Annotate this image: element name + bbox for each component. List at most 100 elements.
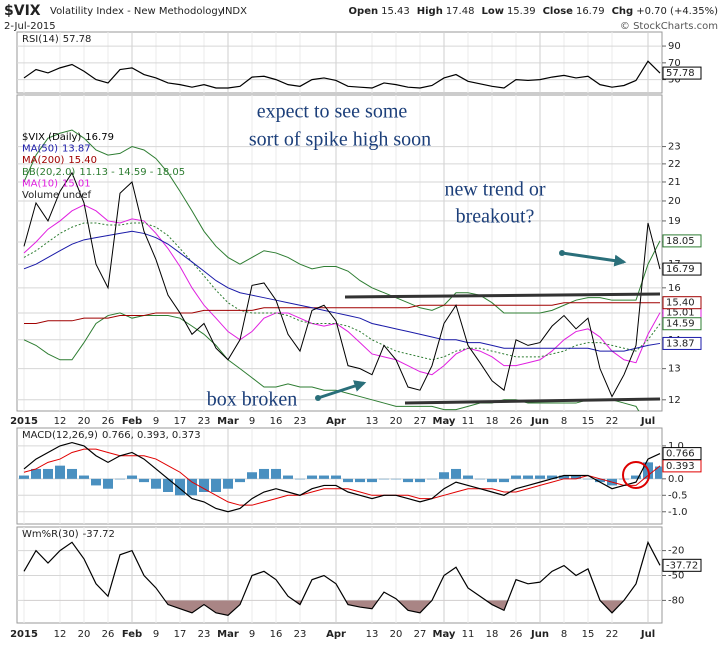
histogram-bar [163,478,173,493]
quote-label: High [417,6,443,17]
oversold-area [24,600,660,616]
histogram-bar [535,475,545,479]
histogram-bar [283,475,293,479]
x-tick-label: 9 [249,629,255,640]
x-tick-label: 27 [414,416,427,427]
x-tick-label: 2015 [10,416,38,427]
x-tick-label: 13 [366,629,379,640]
x-tick-label: 26 [510,416,523,427]
x-tick-label: Feb [122,416,142,427]
panel: 50 70 90 57.78 RSI(14) 57.78 [16,31,702,94]
x-tick-label: 2015 [10,629,38,640]
histogram-bar [247,472,257,479]
credit: © StockCharts.com [620,21,718,32]
value-badge-label: 13.87 [666,338,695,349]
legend-value: 16.79 [85,132,114,143]
symbol: $VIX [4,3,41,19]
x-tick-label: 11 [462,416,475,427]
y-tick-label: 70 [668,58,681,69]
histogram-bar [427,478,437,480]
arrow [317,380,367,400]
panel-title-name: Wm%R(30) [22,529,79,540]
histogram-bar [139,478,149,483]
histogram-bar [307,475,317,479]
quote-label: Close [543,6,574,17]
legend-name: MA(10) [22,178,58,189]
y-tick-label: 1.0 [668,441,684,452]
series-line [23,222,661,361]
histogram-bar [343,478,353,483]
annotation-layer: expect to see some sort of spike high so… [207,101,661,489]
histogram-bar [127,475,137,479]
panels: 50709057.78RSI(14)57.7812131415161718192… [10,31,702,640]
value-badge [662,262,702,276]
histogram-bar [391,478,401,480]
series-line [23,204,661,376]
histogram-bar [475,478,485,480]
histogram-bar [571,475,581,479]
panel-title-name: RSI(14) [22,34,59,45]
legend-value: 13.87 [62,144,91,155]
legend-name: $VIX (Daily) [22,132,81,143]
histogram-bar [211,478,221,493]
value-badge [662,234,702,248]
annotation: box broken [207,389,298,411]
panel-title: MACD(12,26,9) 0.766, 0.393, 0.373 [22,430,201,441]
legend-entry: MA(10) 15.01 [22,178,91,189]
histogram-bar [319,475,329,479]
legend-name: BB(20,2.0) [22,167,75,178]
x-tick-label: May [433,629,456,640]
series-line [23,441,661,513]
x-tick-label: Jun [530,416,549,427]
histogram-bar [19,475,29,479]
value-badge-label: 57.78 [666,68,695,79]
x-tick-label: 12 [54,416,67,427]
histogram-bar [439,472,449,479]
histogram-bar [31,468,41,479]
histogram-bar [355,478,365,483]
x-tick-label: 26 [102,416,115,427]
value-badge-label: 15.01 [666,308,695,319]
x-tick-label: 15 [582,416,595,427]
panel-title: Wm%R(30) -37.72 [22,529,115,540]
histogram-bar [499,478,509,483]
value-badge-label: 16.79 [666,264,695,275]
histogram-bar [79,475,89,479]
value-badge-label: 15.40 [666,298,695,309]
y-tick-label: -1.0 [668,507,688,518]
histogram-bar [631,475,641,479]
histogram-bar [595,478,605,483]
y-tick-label: 90 [668,41,681,52]
histogram-bar [91,478,101,486]
x-tick-label: 9 [249,416,255,427]
annotation: breakout? [456,206,535,228]
series-line [23,129,661,314]
histogram-bar [115,478,125,480]
exchange: INDX [222,6,247,17]
quote-label: Chg [612,6,634,17]
value-badge-label: 0.766 [666,449,695,460]
y-tick-label: 50 [668,75,681,86]
histogram-bar [295,478,305,480]
y-tick-label: -20 [668,546,684,557]
legend-value: 11.13 - 14.59 - 18.05 [79,167,185,178]
value-badge-label: 14.59 [666,319,695,330]
value-badge [662,336,702,350]
panel-title-value: 0.766, 0.393, 0.373 [102,430,201,441]
value-badge-label: 18.05 [666,236,695,247]
value-badge [662,447,702,461]
quote-value: 15.39 [507,6,536,17]
histogram-bar [259,468,269,479]
y-tick-label: 0.0 [668,474,684,485]
x-tick-label: Apr [326,629,346,640]
series-line [23,312,640,411]
y-tick-label: 12 [668,395,681,406]
x-tick-label: Apr [326,416,346,427]
legend-name: MA(200) [22,155,64,166]
x-tick-label: 20 [390,416,403,427]
x-tick-label: 23 [294,629,307,640]
quote-value: +0.70 (+4.35%) [636,6,718,17]
